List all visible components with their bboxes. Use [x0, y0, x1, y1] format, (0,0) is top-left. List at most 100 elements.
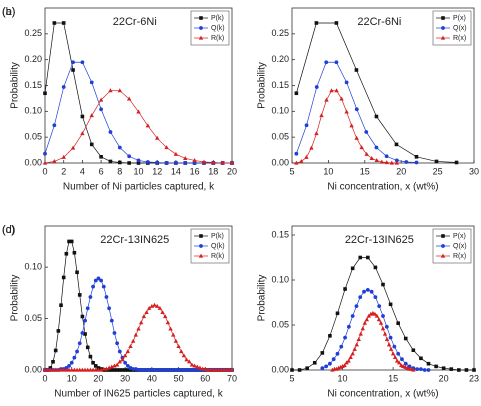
x-tick-label: 2	[61, 166, 66, 176]
marker	[377, 304, 382, 308]
panel-label: (d)	[2, 224, 15, 236]
y-tick-label: 0.15	[271, 229, 289, 239]
marker	[112, 331, 117, 335]
marker	[122, 353, 128, 358]
y-tick-label: 0.05	[24, 132, 42, 142]
marker	[117, 88, 122, 93]
series-line	[322, 289, 429, 371]
marker	[89, 113, 94, 118]
marker	[130, 338, 136, 343]
marker	[294, 151, 299, 156]
legend-marker	[441, 16, 445, 20]
marker	[434, 159, 439, 164]
marker	[211, 160, 216, 165]
marker	[77, 341, 82, 346]
marker	[343, 335, 347, 340]
marker	[314, 131, 319, 136]
marker	[80, 114, 85, 119]
y-axis-label: Probability	[10, 275, 21, 322]
marker	[411, 367, 416, 372]
marker	[106, 365, 112, 370]
marker	[126, 96, 132, 101]
plot-frame	[291, 225, 475, 371]
marker	[183, 161, 188, 165]
legend-marker	[198, 35, 204, 40]
marker	[400, 357, 404, 362]
marker	[56, 329, 61, 333]
y-tick-label: 0.00	[271, 157, 289, 167]
marker	[136, 368, 141, 372]
marker	[378, 320, 384, 325]
marker	[360, 326, 365, 331]
marker	[112, 368, 117, 372]
marker	[344, 80, 349, 85]
marker	[109, 364, 114, 369]
marker	[426, 368, 431, 372]
marker	[176, 343, 181, 348]
marker	[426, 361, 431, 366]
marker	[380, 326, 386, 331]
marker	[343, 287, 347, 291]
x-tick-label: 30	[120, 373, 130, 383]
marker	[157, 305, 163, 310]
marker	[359, 145, 364, 150]
x-tick-label: 50	[174, 373, 184, 383]
marker	[98, 97, 104, 102]
y-tick-label: 0.00	[271, 364, 289, 374]
marker	[392, 355, 398, 359]
marker	[184, 368, 189, 372]
legend-label: Q(k)	[211, 243, 225, 250]
x-tick-label: 10	[338, 373, 348, 383]
marker	[335, 351, 340, 356]
marker	[133, 332, 139, 337]
y-axis-label: Probability	[10, 62, 21, 109]
marker	[411, 348, 416, 352]
legend-marker	[199, 26, 203, 30]
marker	[192, 363, 197, 368]
marker	[319, 113, 324, 118]
marker	[331, 357, 336, 362]
chart-title: 22Cr-6Ni	[113, 16, 157, 28]
legend-label: R(k)	[211, 253, 224, 260]
y-tick-label: 0.00	[24, 364, 42, 374]
marker	[75, 270, 79, 275]
legend-label: Q(x)	[453, 25, 467, 32]
x-tick-label: 70	[227, 373, 237, 383]
marker	[187, 359, 192, 364]
marker	[358, 331, 363, 336]
marker	[171, 368, 176, 372]
legend-marker	[441, 234, 445, 238]
marker	[404, 160, 409, 164]
marker	[120, 368, 125, 372]
legend-label: Q(x)	[453, 243, 467, 250]
series-line	[45, 278, 232, 371]
marker	[112, 363, 117, 368]
y-tick-label: 0.15	[271, 80, 289, 90]
marker	[67, 363, 71, 368]
marker	[358, 255, 363, 260]
marker	[195, 364, 200, 369]
marker	[314, 21, 319, 25]
marker	[145, 123, 151, 128]
marker	[93, 278, 98, 283]
marker	[201, 159, 207, 164]
x-tick-label: 0	[42, 373, 47, 383]
marker	[98, 367, 104, 372]
marker	[52, 21, 57, 25]
marker	[372, 311, 378, 316]
marker	[155, 368, 160, 372]
x-axis-label: Number of IN625 particles captured, k	[54, 389, 223, 400]
marker	[328, 361, 332, 366]
legend-marker	[198, 253, 204, 258]
marker	[396, 321, 400, 325]
marker	[107, 368, 111, 372]
marker	[356, 337, 361, 341]
marker	[136, 326, 141, 331]
x-tick-label: 16	[190, 166, 200, 176]
panel-label: (b)	[2, 6, 15, 18]
marker	[91, 361, 95, 365]
marker	[171, 332, 176, 337]
marker	[396, 351, 401, 356]
marker	[61, 85, 66, 89]
marker	[334, 21, 339, 25]
